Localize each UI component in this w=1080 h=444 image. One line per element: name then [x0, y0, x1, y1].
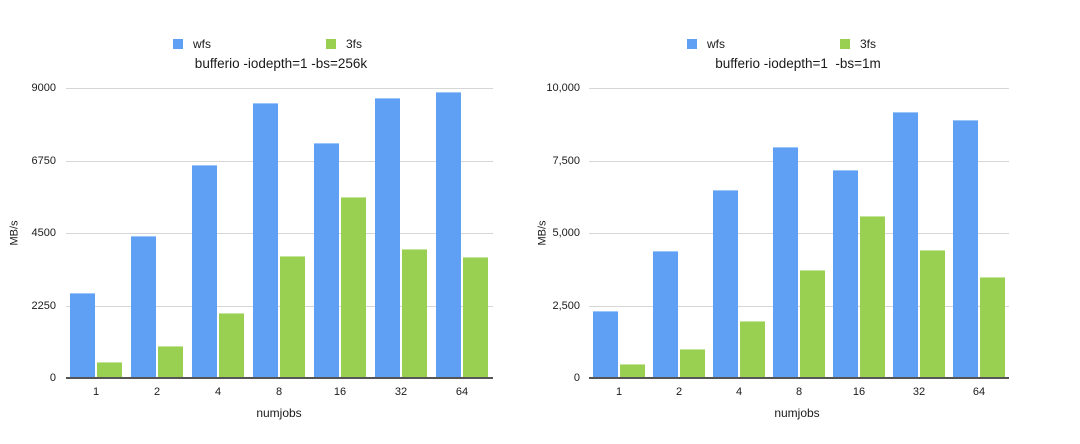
bar-wfs-8 [773, 146, 798, 378]
gridline [589, 88, 1009, 89]
bar-3fs-2 [680, 349, 705, 378]
y-tick-label: 4500 [31, 227, 56, 239]
gridline [589, 233, 1009, 234]
bar-3fs-8 [800, 269, 825, 378]
y-tick-label: 2,500 [552, 299, 580, 312]
bar-3fs-1 [97, 361, 122, 378]
legend-swatch-wfs [173, 39, 183, 49]
chart-right: wfs 3fs bufferio -iodepth=1 -bs=1m MB/s … [537, 0, 1080, 444]
bar-wfs-64 [953, 119, 978, 378]
x-tick-label: 8 [275, 386, 283, 398]
x-axis-label: numjobs [256, 406, 302, 420]
bar-3fs-1 [620, 363, 645, 378]
x-tick-label: 4 [735, 386, 743, 398]
legend-item-3fs: 3fs [326, 37, 362, 51]
x-tick-label: 2 [153, 386, 161, 398]
x-tick-label: 4 [214, 386, 222, 398]
y-tick-label: 0 [573, 372, 580, 384]
gridline [66, 306, 493, 307]
bar-wfs-1 [593, 311, 618, 378]
bar-3fs-16 [341, 196, 366, 378]
bar-wfs-4 [713, 190, 738, 378]
chart-title: bufferio -iodepth=1 -bs=1m [715, 56, 881, 71]
y-tick-label: 10,000 [546, 82, 580, 94]
chart-left: wfs 3fs bufferio -iodepth=1 -bs=256k MB/… [9, 37, 493, 420]
bar-3fs-64 [980, 277, 1005, 378]
x-tick-label: 8 [795, 386, 803, 398]
x-tick-label: 64 [972, 386, 986, 398]
legend-swatch-wfs [687, 39, 697, 49]
bar-3fs-32 [402, 248, 427, 378]
bar-3fs-64 [463, 257, 488, 378]
gridline [66, 88, 493, 89]
x-tick-label: 1 [92, 386, 100, 398]
bar-3fs-16 [860, 215, 885, 378]
y-tick-label: 5,000 [552, 227, 580, 239]
legend-swatch-3fs [840, 39, 850, 49]
x-tick-label: 32 [912, 386, 926, 398]
x-tick-label: 16 [852, 386, 866, 398]
legend-item-wfs: wfs [173, 37, 211, 51]
legend-label: wfs [707, 37, 725, 51]
x-axis-line [589, 377, 1009, 379]
bar-wfs-64 [436, 91, 461, 378]
bar-3fs-32 [920, 249, 945, 378]
x-axis-label: numjobs [774, 406, 820, 420]
x-tick-label: 2 [675, 386, 683, 398]
bar-wfs-16 [314, 142, 339, 378]
gridline [589, 161, 1009, 162]
legend-label: 3fs [346, 37, 363, 51]
bar-3fs-4 [740, 321, 765, 378]
legend-item-3fs: 3fs [840, 37, 876, 51]
bar-wfs-32 [375, 98, 400, 378]
legend-label: 3fs [860, 37, 877, 51]
bar-wfs-1 [70, 292, 95, 378]
x-tick-label: 64 [455, 386, 469, 398]
bar-wfs-8 [253, 103, 278, 378]
bar-wfs-16 [833, 170, 858, 378]
y-tick-label: 6750 [31, 154, 56, 167]
x-axis-line [66, 377, 493, 379]
y-tick-label: 0 [49, 372, 56, 384]
bar-3fs-8 [280, 255, 305, 378]
legend-swatch-3fs [326, 39, 336, 49]
legend-item-wfs: wfs [687, 37, 725, 51]
y-tick-label: 2250 [31, 299, 56, 312]
x-tick-label: 32 [394, 386, 408, 398]
y-tick-label: 9000 [31, 82, 56, 94]
gridline [589, 306, 1009, 307]
bar-3fs-2 [158, 345, 183, 378]
bar-wfs-4 [192, 164, 217, 378]
gridline [66, 233, 493, 234]
bar-wfs-2 [131, 236, 156, 378]
bar-3fs-4 [219, 312, 244, 378]
bar-wfs-2 [653, 250, 678, 378]
chart-title: bufferio -iodepth=1 -bs=256k [194, 56, 368, 71]
bar-wfs-32 [893, 112, 918, 378]
x-tick-label: 1 [615, 386, 623, 398]
legend-label: wfs [193, 37, 211, 51]
y-tick-label: 7,500 [552, 154, 580, 167]
x-tick-label: 16 [333, 386, 347, 398]
gridline [66, 161, 493, 162]
